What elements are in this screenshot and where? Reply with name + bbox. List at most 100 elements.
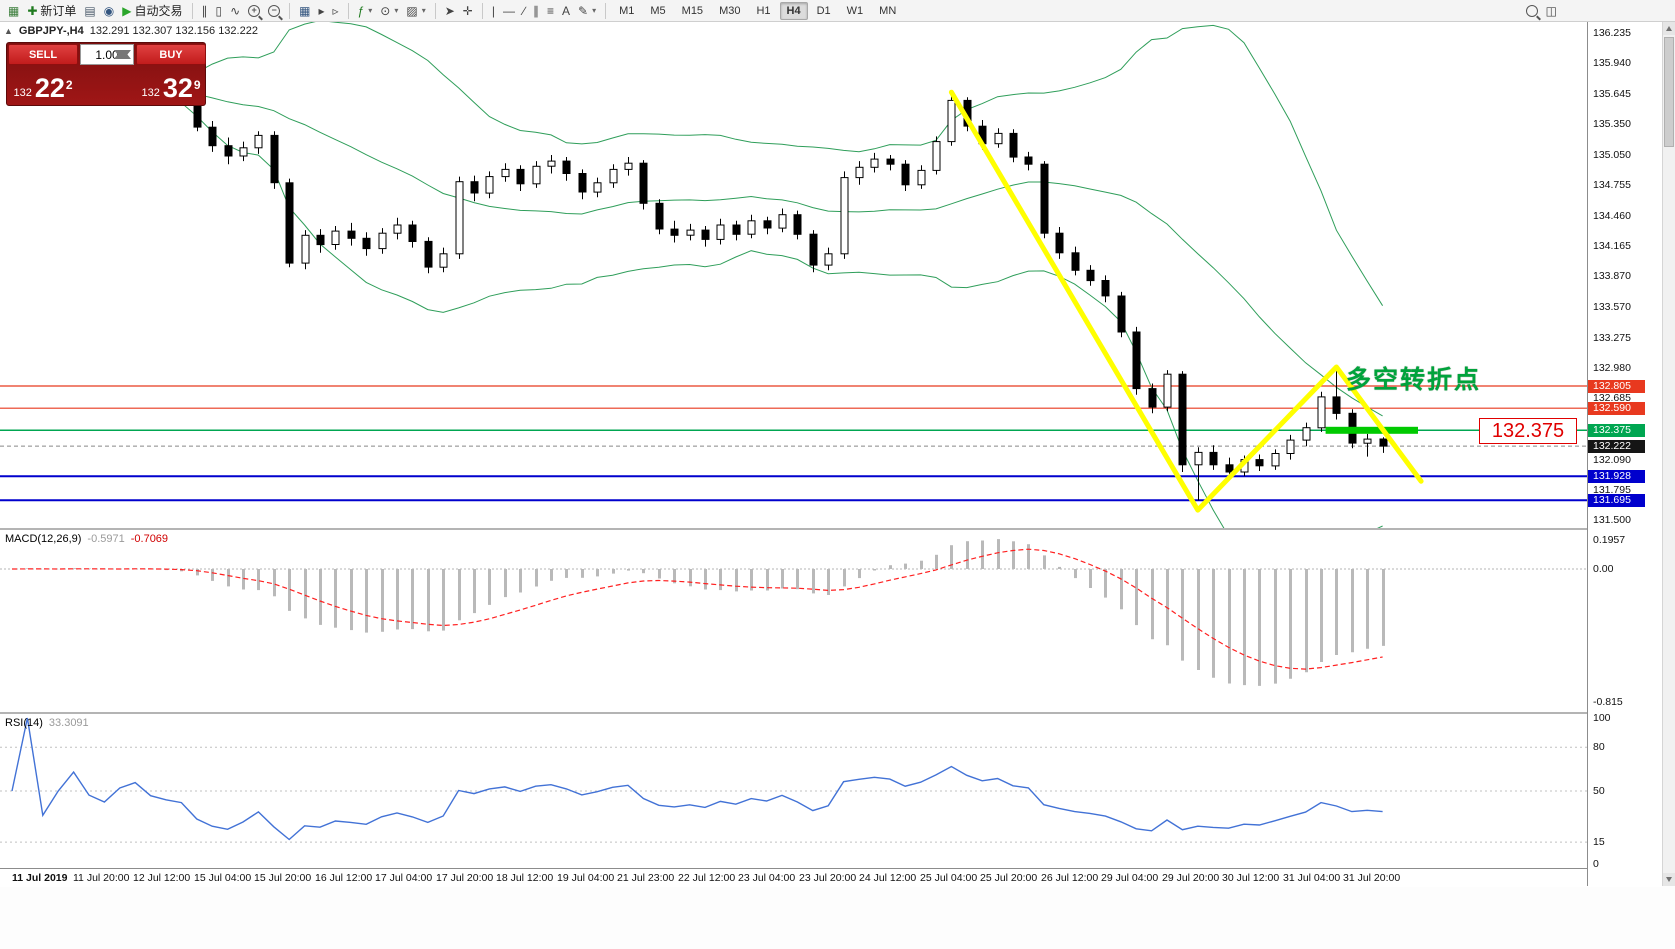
timeframe-mn[interactable]: MN bbox=[879, 4, 897, 17]
sell-price-sup: 2 bbox=[65, 78, 73, 92]
symbol-period-label: GBPJPY-,H4 bbox=[18, 25, 84, 37]
rsi-chart[interactable] bbox=[0, 714, 1587, 868]
time-axis-label: 19 Jul 04:00 bbox=[557, 872, 615, 884]
trade-panel-spacer bbox=[78, 65, 136, 106]
price-tag-132.222: 132.222 bbox=[1588, 440, 1645, 453]
buy-price-big: 32 bbox=[162, 73, 193, 103]
scroll-up-icon[interactable] bbox=[1663, 22, 1675, 35]
periods-icon[interactable]: ⊙ bbox=[376, 1, 402, 21]
time-axis-label: 31 Jul 04:00 bbox=[1283, 872, 1341, 884]
time-axis-label: 24 Jul 12:00 bbox=[859, 872, 917, 884]
time-axis-label: 23 Jul 04:00 bbox=[738, 872, 796, 884]
macd-name: MACD(12,26,9) bbox=[5, 533, 82, 545]
volume-input[interactable]: 1.00 bbox=[80, 44, 134, 65]
time-axis-label: 25 Jul 20:00 bbox=[980, 872, 1038, 884]
price-axis-label: 132.090 bbox=[1593, 454, 1631, 466]
macd-signal-value: -0.7069 bbox=[130, 533, 169, 545]
price-chart[interactable] bbox=[0, 22, 1587, 528]
terminal-icon[interactable]: ▦ bbox=[4, 1, 23, 21]
horizontal-line-icon[interactable]: — bbox=[499, 1, 519, 21]
zoom-out-icon[interactable]: − bbox=[264, 1, 284, 21]
separator-4 bbox=[434, 2, 436, 19]
volume-increase-icon[interactable] bbox=[114, 47, 131, 59]
fibonacci-icon: ≡ bbox=[546, 3, 554, 18]
sell-button[interactable]: SELL bbox=[8, 44, 78, 65]
market-watch-icon: ◉ bbox=[103, 3, 115, 18]
indicators-icon[interactable]: ƒ bbox=[354, 1, 377, 21]
cursor-icon[interactable]: ➤ bbox=[441, 1, 459, 21]
cursor-icon: ➤ bbox=[444, 3, 455, 18]
one-click-trade-panel: SELL 1.00 BUY 132 22 2 132 32 9 bbox=[6, 42, 206, 106]
timeframe-h1[interactable]: H1 bbox=[756, 4, 771, 17]
time-axis-label: 29 Jul 04:00 bbox=[1101, 872, 1159, 884]
separator-1 bbox=[191, 2, 193, 19]
timeframe-w1[interactable]: W1 bbox=[846, 4, 864, 17]
timeframe-m15[interactable]: M15 bbox=[681, 4, 704, 17]
terminal-icon: ▦ bbox=[8, 3, 20, 18]
candlestick-chart-icon[interactable]: ▯ bbox=[212, 1, 227, 21]
zoom-in-icon[interactable]: + bbox=[244, 1, 264, 21]
chart-shift-icon[interactable]: ▹ bbox=[329, 1, 343, 21]
separator-5 bbox=[481, 2, 483, 19]
main-chart-panel[interactable]: ▲ GBPJPY-,H4 132.291 132.307 132.156 132… bbox=[0, 22, 1587, 528]
line-chart-icon[interactable]: ∿ bbox=[226, 1, 244, 21]
price-axis-label: 135.645 bbox=[1593, 88, 1631, 100]
new-window-icon[interactable]: ◫ bbox=[1542, 1, 1561, 21]
autotrading-button[interactable]: ▶ 自动交易 bbox=[118, 1, 186, 21]
price-axis-label: 132.980 bbox=[1593, 362, 1631, 374]
rsi-axis-100: 100 bbox=[1593, 712, 1611, 724]
time-axis-label: 17 Jul 04:00 bbox=[375, 872, 433, 884]
vertical-scrollbar[interactable] bbox=[1662, 22, 1675, 886]
macd-axis-max: 0.1957 bbox=[1593, 534, 1626, 546]
auto-scroll-icon[interactable]: ▸ bbox=[315, 1, 329, 21]
profiles-icon[interactable]: ▤ bbox=[80, 1, 99, 21]
time-axis[interactable]: 11 Jul 2019 11 Jul 20:00 12 Jul 12:00 15 Ju… bbox=[0, 868, 1662, 887]
channel-icon: ∥ bbox=[532, 3, 539, 18]
auto-scroll-icon: ▸ bbox=[318, 3, 325, 18]
templates-icon[interactable]: ▨ bbox=[402, 1, 429, 21]
search-icon[interactable] bbox=[1522, 1, 1542, 21]
rsi-axis-15: 15 bbox=[1593, 836, 1605, 848]
timeframe-m1[interactable]: M1 bbox=[619, 4, 635, 17]
time-axis-label: 29 Jul 20:00 bbox=[1162, 872, 1220, 884]
buy-price: 132 32 9 bbox=[136, 65, 206, 106]
scrollbar-thumb[interactable] bbox=[1664, 37, 1674, 147]
price-axis-label: 134.755 bbox=[1593, 179, 1631, 191]
trendline-icon[interactable]: ∕ bbox=[519, 1, 529, 21]
bar-chart-icon[interactable]: ∥ bbox=[198, 1, 212, 21]
turning-point-annotation: 多空转折点 bbox=[1346, 366, 1482, 394]
arrow-tools-icon[interactable]: ✎ bbox=[574, 1, 600, 21]
buy-button[interactable]: BUY bbox=[136, 44, 206, 65]
indicators-icon: ƒ bbox=[357, 3, 365, 18]
chart-shift-icon: ▹ bbox=[332, 3, 339, 18]
macd-panel[interactable]: MACD(12,26,9) -0.5971 -0.7069 bbox=[0, 530, 1587, 712]
channel-icon[interactable]: ∥ bbox=[529, 1, 543, 21]
crosshair-icon[interactable]: ✛ bbox=[459, 1, 477, 21]
new-order-button-label: 新订单 bbox=[40, 4, 77, 18]
timeframe-d1[interactable]: D1 bbox=[816, 4, 831, 17]
timeframe-m30[interactable]: M30 bbox=[719, 4, 741, 17]
scroll-down-icon[interactable] bbox=[1663, 873, 1675, 886]
ohlc-values: 132.291 132.307 132.156 132.222 bbox=[89, 25, 258, 37]
market-watch-icon[interactable]: ◉ bbox=[100, 1, 118, 21]
trade-panel-collapse-icon[interactable]: ▲ bbox=[4, 26, 13, 36]
fibonacci-icon[interactable]: ≡ bbox=[543, 1, 558, 21]
price-axis[interactable]: 136.235 135.940 135.645 135.350 135.050 134.7… bbox=[1587, 22, 1662, 886]
new-order-button[interactable]: ✚ 新订单 bbox=[23, 1, 80, 21]
macd-chart[interactable] bbox=[0, 530, 1587, 712]
panel-separator[interactable] bbox=[0, 528, 1662, 530]
vertical-line-icon: | bbox=[491, 3, 495, 18]
search-icon bbox=[1525, 4, 1538, 17]
vertical-line-icon[interactable]: | bbox=[488, 1, 499, 21]
price-axis-label: 131.500 bbox=[1593, 514, 1631, 526]
timeframe-m5[interactable]: M5 bbox=[650, 4, 666, 17]
panel-separator[interactable] bbox=[0, 712, 1662, 714]
rsi-axis-50: 50 bbox=[1593, 785, 1605, 797]
price-axis-label: 134.460 bbox=[1593, 210, 1631, 222]
tile-windows-icon[interactable]: ▦ bbox=[295, 1, 314, 21]
time-axis-label: 21 Jul 23:00 bbox=[617, 872, 675, 884]
timeframe-h4[interactable]: H4 bbox=[779, 1, 808, 20]
rsi-panel[interactable]: RSI(14) 33.3091 bbox=[0, 714, 1587, 868]
text-icon[interactable]: A bbox=[558, 1, 574, 21]
volume-decrease-icon[interactable] bbox=[114, 50, 131, 62]
